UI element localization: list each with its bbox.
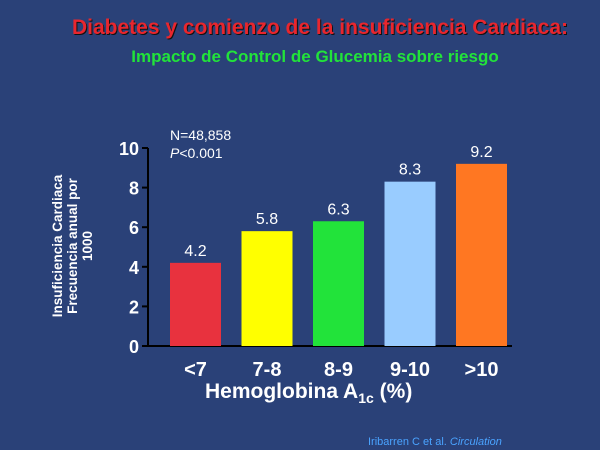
- bar: [241, 231, 293, 346]
- bar: [170, 262, 221, 346]
- bar: [313, 221, 364, 346]
- x-tick-label: 7-8: [253, 359, 282, 381]
- y-tick-label: 4: [129, 258, 139, 278]
- x-axis-label-sub: 1c: [358, 390, 374, 406]
- p-letter: P: [170, 145, 180, 161]
- p-rest: <0.001: [179, 145, 223, 161]
- y-tick-label: 6: [129, 218, 139, 238]
- x-axis-label-tail: (%): [373, 380, 413, 403]
- chart-subtitle: Impacto de Control de Glucemia sobre rie…: [131, 47, 499, 66]
- y-tick-label: 0: [129, 337, 139, 357]
- data-label: 8.3: [399, 162, 421, 179]
- x-tick-label: 8-9: [324, 359, 353, 381]
- data-label: 5.8: [256, 211, 278, 228]
- y-tick-label: 2: [129, 297, 139, 317]
- data-label: 4.2: [184, 243, 206, 260]
- data-label: 9.2: [470, 144, 492, 161]
- x-axis-label-main: Hemoglobina A: [205, 380, 359, 403]
- chart-title: Diabetes y comienzo de la insuficiencia …: [71, 16, 568, 39]
- x-axis-label: Hemoglobina A1c (%): [205, 380, 412, 406]
- data-label: 6.3: [327, 201, 349, 218]
- x-tick-label: 9-10: [390, 359, 430, 381]
- bar: [456, 163, 507, 346]
- y-tick-label: 8: [129, 179, 139, 199]
- sample-note: N=48,858 P<0.001: [170, 126, 231, 162]
- citation-authors: Iribarren C et al.: [368, 436, 450, 448]
- x-tick-label: >10: [465, 359, 499, 381]
- citation-journal: Circulation: [449, 436, 502, 448]
- bar: [384, 181, 436, 346]
- x-tick-label: <7: [184, 359, 207, 381]
- citation: Iribarren C et al. Circulation: [368, 436, 502, 448]
- p-value: P<0.001: [170, 144, 231, 162]
- sample-size: N=48,858: [170, 127, 232, 143]
- y-tick-label: 10: [119, 139, 139, 159]
